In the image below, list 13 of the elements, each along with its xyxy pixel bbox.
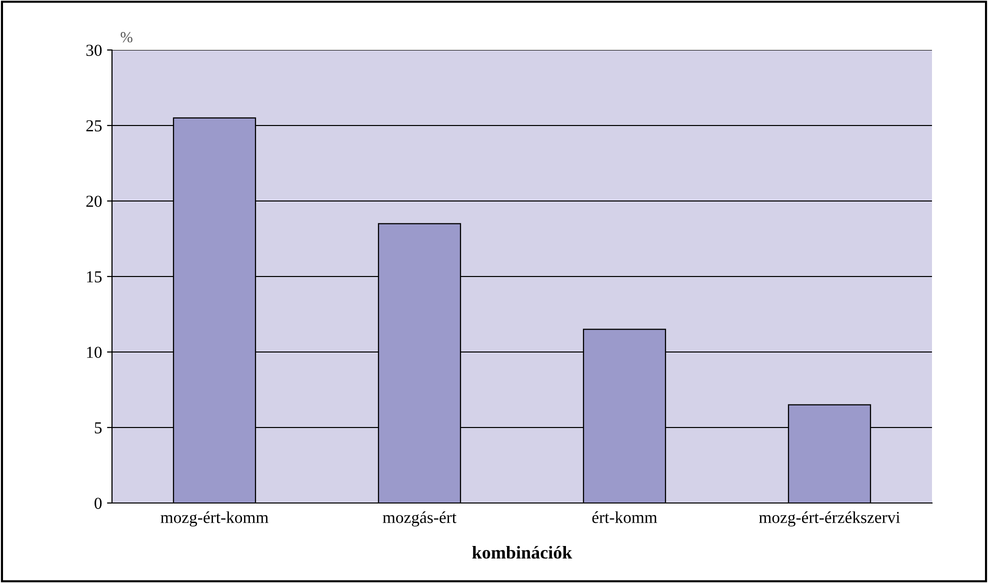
x-tick-label: mozgás-ért — [382, 511, 456, 527]
x-tick-label: mozg-ért-érzékszervi — [759, 511, 900, 527]
y-tick-label: 10 — [87, 346, 102, 358]
y-tick-label: 25 — [86, 120, 102, 132]
y-tick-label: 0 — [94, 498, 102, 509]
y-tick-label: 5 — [94, 422, 102, 434]
y-axis-title: % — [120, 32, 132, 42]
y-tick-label: 15 — [87, 271, 102, 282]
y-tick-label: 30 — [86, 44, 102, 56]
x-tick-label: mozg-ért-komm — [160, 511, 268, 527]
x-tick-label: ért-komm — [592, 511, 658, 524]
x-axis-title: kombinációk — [472, 546, 572, 559]
y-tick-label: 20 — [86, 196, 102, 207]
